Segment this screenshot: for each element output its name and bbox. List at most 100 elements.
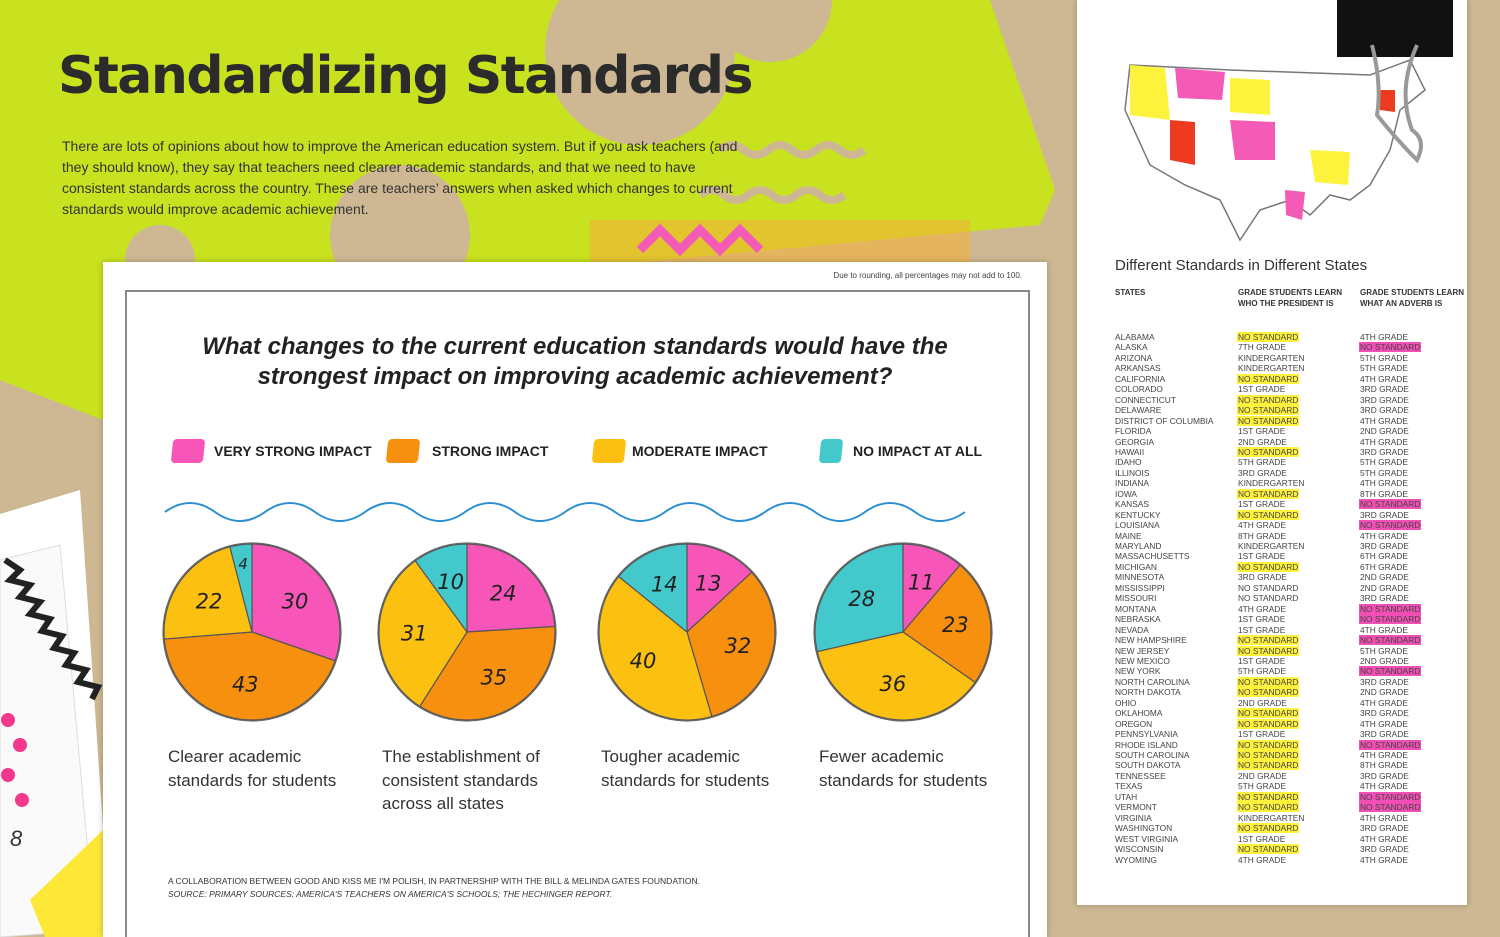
table-cell: 8TH GRADE bbox=[1360, 488, 1408, 499]
table-cell: SOUTH DAKOTA bbox=[1115, 760, 1181, 771]
table-cell: NO STANDARD bbox=[1237, 750, 1300, 760]
table-cell: 4TH GRADE bbox=[1360, 781, 1408, 792]
dot bbox=[1, 768, 15, 782]
table-cell: NO STANDARD bbox=[1237, 844, 1300, 855]
table-cell: 3RD GRADE bbox=[1360, 844, 1409, 855]
table-cell: 1ST GRADE bbox=[1238, 426, 1286, 437]
slice-label: 4 bbox=[238, 555, 248, 573]
column-header: STATES bbox=[1115, 288, 1146, 297]
table-cell: NO STANDARD bbox=[1359, 342, 1422, 353]
table-cell: 4TH GRADE bbox=[1360, 697, 1408, 708]
table-cell: NO STANDARD bbox=[1237, 509, 1300, 520]
table-cell: 8TH GRADE bbox=[1360, 760, 1408, 771]
table-cell: 3RD GRADE bbox=[1238, 467, 1287, 478]
table-cell: 3RD GRADE bbox=[1360, 509, 1409, 520]
page-title: Standardizing Standards bbox=[58, 46, 753, 106]
table-cell: 1ST GRADE bbox=[1238, 624, 1286, 635]
table-cell: MISSISSIPPI bbox=[1115, 582, 1165, 593]
pie-slice bbox=[414, 543, 468, 634]
pie-slice bbox=[686, 571, 776, 718]
intro-text: There are lots of opinions about how to … bbox=[62, 138, 738, 217]
pie-slice bbox=[816, 631, 977, 721]
ruler-hole bbox=[708, 0, 832, 62]
table-cell: ARKANSAS bbox=[1115, 363, 1161, 374]
table-cell: 3RD GRADE bbox=[1360, 676, 1409, 687]
table-cell: NO STANDARD bbox=[1238, 593, 1299, 604]
pie-slice bbox=[814, 543, 904, 653]
table-cell: 4TH GRADE bbox=[1360, 854, 1408, 865]
legend-label: VERY STRONG IMPACT bbox=[214, 443, 372, 459]
table-cell: 2ND GRADE bbox=[1360, 572, 1409, 583]
table-cell: 5TH GRADE bbox=[1238, 781, 1286, 792]
table-cell: 4TH GRADE bbox=[1360, 415, 1408, 426]
table-cell: 4TH GRADE bbox=[1360, 478, 1408, 489]
pie-slice bbox=[419, 625, 556, 721]
table-cell: NO STANDARD bbox=[1237, 561, 1300, 572]
pie-slice bbox=[617, 543, 688, 634]
table-cell: 3RD GRADE bbox=[1360, 394, 1409, 405]
pie-slice bbox=[378, 559, 468, 708]
table-cell: 2ND GRADE bbox=[1360, 687, 1409, 698]
table-cell: NO STANDARD bbox=[1359, 802, 1422, 813]
table-cell: NO STANDARD bbox=[1359, 666, 1422, 677]
pie-slice bbox=[466, 543, 556, 633]
table-cell: 8TH GRADE bbox=[1238, 530, 1286, 541]
table-cell: HAWAII bbox=[1115, 446, 1145, 457]
table-cell: VERMONT bbox=[1115, 802, 1157, 813]
source-line: SOURCE: PRIMARY SOURCES: AMERICA'S TEACH… bbox=[168, 889, 613, 899]
table-cell: 5TH GRADE bbox=[1238, 666, 1286, 677]
table-cell: 4TH GRADE bbox=[1360, 373, 1408, 384]
table-cell: 4TH GRADE bbox=[1360, 436, 1408, 447]
table-cell: NO STANDARD bbox=[1237, 373, 1300, 384]
table-cell: COLORADO bbox=[1115, 384, 1163, 395]
table-cell: NO STANDARD bbox=[1237, 446, 1300, 457]
table-cell: PENNSYLVANIA bbox=[1115, 729, 1178, 740]
pie-caption: Fewer academic standards for students bbox=[819, 747, 988, 790]
slice-label: 11 bbox=[908, 570, 935, 594]
table-cell: TEXAS bbox=[1115, 781, 1143, 792]
dot bbox=[1, 713, 15, 727]
legend-label: STRONG IMPACT bbox=[432, 443, 549, 459]
table-cell: ARIZONA bbox=[1115, 352, 1153, 363]
table-cell: NEBRASKA bbox=[1115, 614, 1161, 625]
pie-slice bbox=[251, 543, 341, 662]
slice-label: 36 bbox=[880, 672, 907, 696]
question: What changes to the current education st… bbox=[202, 333, 948, 390]
pie-slice bbox=[163, 631, 336, 721]
state-fill bbox=[1285, 190, 1305, 220]
table-cell: KINDERGARTEN bbox=[1238, 478, 1305, 489]
table-cell: MICHIGAN bbox=[1115, 561, 1157, 572]
table-cell: 1ST GRADE bbox=[1238, 833, 1286, 844]
table-cell: 2ND GRADE bbox=[1238, 770, 1287, 781]
table-cell: 2ND GRADE bbox=[1238, 436, 1287, 447]
table-cell: NEW JERSEY bbox=[1115, 645, 1170, 656]
table-cell: MONTANA bbox=[1115, 603, 1157, 614]
pie-caption: Clearer academic standards for students bbox=[168, 747, 337, 790]
pink-zigzag bbox=[636, 223, 764, 257]
table-cell: WISCONSIN bbox=[1115, 844, 1164, 855]
column-header: GRADE STUDENTS LEARN WHO THE PRESIDENT I… bbox=[1238, 288, 1343, 308]
clip-wire bbox=[1370, 44, 1423, 164]
table-cell: 1ST GRADE bbox=[1238, 614, 1286, 625]
table-cell: DISTRICT OF COLUMBIA bbox=[1115, 415, 1214, 426]
table-cell: OKLAHOMA bbox=[1115, 708, 1163, 719]
table-cell: NO STANDARD bbox=[1237, 488, 1300, 499]
table-cell: 1ST GRADE bbox=[1238, 729, 1286, 740]
table-cell: CONNECTICUT bbox=[1115, 394, 1176, 405]
table-cell: NO STANDARD bbox=[1237, 635, 1300, 646]
table-cell: ILLINOIS bbox=[1115, 467, 1150, 478]
table-cell: NO STANDARD bbox=[1237, 791, 1300, 802]
slice-label: 43 bbox=[232, 672, 259, 696]
table-cell: NO STANDARD bbox=[1237, 718, 1300, 729]
table-cell: NO STANDARD bbox=[1237, 415, 1300, 426]
slice-label: 14 bbox=[651, 572, 678, 596]
table-cell: NO STANDARD bbox=[1359, 603, 1422, 614]
table-cell: 5TH GRADE bbox=[1360, 457, 1408, 468]
slice-label: 10 bbox=[437, 570, 464, 594]
table-cell: 5TH GRADE bbox=[1238, 457, 1286, 468]
table-cell: 5TH GRADE bbox=[1360, 363, 1408, 374]
table-cell: 3RD GRADE bbox=[1360, 770, 1409, 781]
table-cell: KINDERGARTEN bbox=[1238, 812, 1305, 823]
table-cell: MISSOURI bbox=[1115, 593, 1157, 604]
